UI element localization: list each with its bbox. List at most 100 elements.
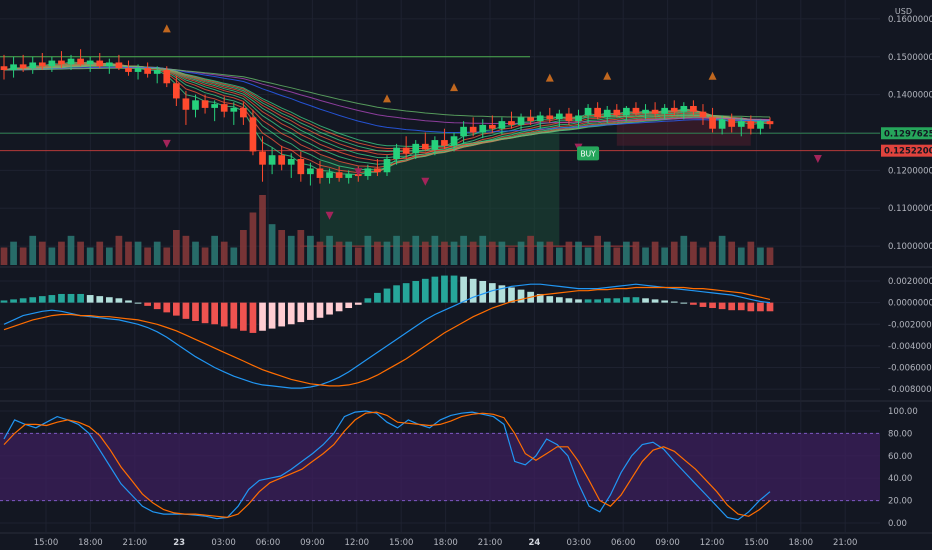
candle-body[interactable] [536,115,544,122]
macd-pane[interactable] [0,275,774,389]
candle-body[interactable] [211,104,219,108]
candle-body[interactable] [623,107,630,116]
candle-body[interactable] [144,68,151,74]
candle-body[interactable] [297,159,305,175]
candle-body[interactable] [192,100,199,110]
candle-body[interactable] [517,117,525,125]
macd-histogram-bar [469,278,477,303]
candle-body[interactable] [527,117,534,122]
candle-body[interactable] [29,62,37,69]
candle-body[interactable] [431,140,439,150]
candle-body[interactable] [651,109,659,114]
candle-body[interactable] [575,115,582,122]
candle-body[interactable] [603,109,611,118]
stochastic-k-line[interactable] [3,410,771,521]
candle-body[interactable] [383,159,391,173]
macd-histogram-bar [96,296,104,303]
macd-line[interactable] [3,283,771,389]
candle-body[interactable] [335,172,343,178]
candle-body[interactable] [220,104,228,112]
candle-body[interactable] [747,121,755,129]
candle-body[interactable] [728,119,736,127]
candle-body[interactable] [642,109,649,114]
candle-body[interactable] [19,64,27,69]
candle-body[interactable] [393,147,400,159]
candle-body[interactable] [613,109,621,116]
macd-histogram-bar [211,302,219,325]
volume-bar [709,241,716,265]
candle-body[interactable] [594,107,602,118]
candle-body[interactable] [757,121,764,129]
candle-body[interactable] [105,62,113,67]
stochastic-d-line[interactable] [3,411,771,519]
candle-body[interactable] [508,121,515,125]
price-axis[interactable]: 0.160000000.150000000.140000000.13000000… [881,15,932,529]
candle-body[interactable] [412,143,420,154]
candle-body[interactable] [10,64,17,71]
candle-body[interactable] [134,68,142,72]
candle-body[interactable] [709,117,716,129]
candle-body[interactable] [690,106,697,112]
candle-body[interactable] [766,121,774,125]
candle-body[interactable] [172,83,180,99]
candle-body[interactable] [48,60,56,67]
candle-body[interactable] [680,106,688,112]
candle-body[interactable] [287,159,295,165]
candle-body[interactable] [374,168,381,173]
candle-body[interactable] [565,113,573,122]
candle-body[interactable] [58,60,65,65]
volume-bar [192,241,199,265]
candle-body[interactable] [115,62,123,69]
candle-body[interactable] [316,168,324,178]
candle-body[interactable] [699,111,707,118]
candle-body[interactable] [670,107,678,112]
candle-body[interactable] [278,155,286,165]
stochastic-pane[interactable] [0,410,880,521]
candle-body[interactable] [86,60,94,65]
up-signal-arrow [383,94,391,103]
candle-body[interactable] [182,98,190,110]
candle-body[interactable] [240,107,247,118]
candle-body[interactable] [38,62,46,67]
candle-body[interactable] [488,124,496,129]
candle-body[interactable] [307,168,314,175]
candle-body[interactable] [125,68,132,72]
buy-signal-badge[interactable] [577,146,600,161]
candle-body[interactable] [661,107,669,114]
candle-body[interactable] [96,60,104,67]
macd-histogram-bar [326,302,333,315]
candle-body[interactable] [364,168,372,177]
candle-body[interactable] [249,117,257,152]
candle-body[interactable] [77,58,84,65]
candle-body[interactable] [402,147,410,154]
candle-body[interactable] [345,174,353,178]
candle-body[interactable] [259,151,266,165]
candle-body[interactable] [163,70,171,84]
candle-body[interactable] [201,100,209,108]
candle-body[interactable] [498,121,506,129]
candle-body[interactable] [421,143,429,150]
candle-body[interactable] [67,58,75,65]
candle-body[interactable] [0,66,8,71]
candle-body[interactable] [268,155,276,165]
candle-body[interactable] [479,124,487,133]
candle-body[interactable] [153,70,161,74]
macd-histogram-bar [479,280,487,303]
candle-body[interactable] [450,136,458,146]
candle-body[interactable] [469,126,477,133]
time-axis[interactable]: 15:00 18:00 21:00 23 03:00 06:00 09:00 12:00 15:… [34,538,858,548]
macd-signal-line[interactable] [3,286,771,387]
candle-body[interactable] [632,107,640,114]
macd-histogram-bar [297,302,305,323]
candle-body[interactable] [555,113,563,120]
candle-body[interactable] [546,115,554,120]
candle-body[interactable] [441,140,448,146]
candle-body[interactable] [584,107,592,116]
candle-body[interactable] [460,126,467,137]
candle-body[interactable] [230,107,238,112]
candle-body[interactable] [737,121,745,127]
price-pane[interactable]: BUY [0,24,880,247]
candle-body[interactable] [718,119,726,129]
candle-body[interactable] [326,172,333,178]
